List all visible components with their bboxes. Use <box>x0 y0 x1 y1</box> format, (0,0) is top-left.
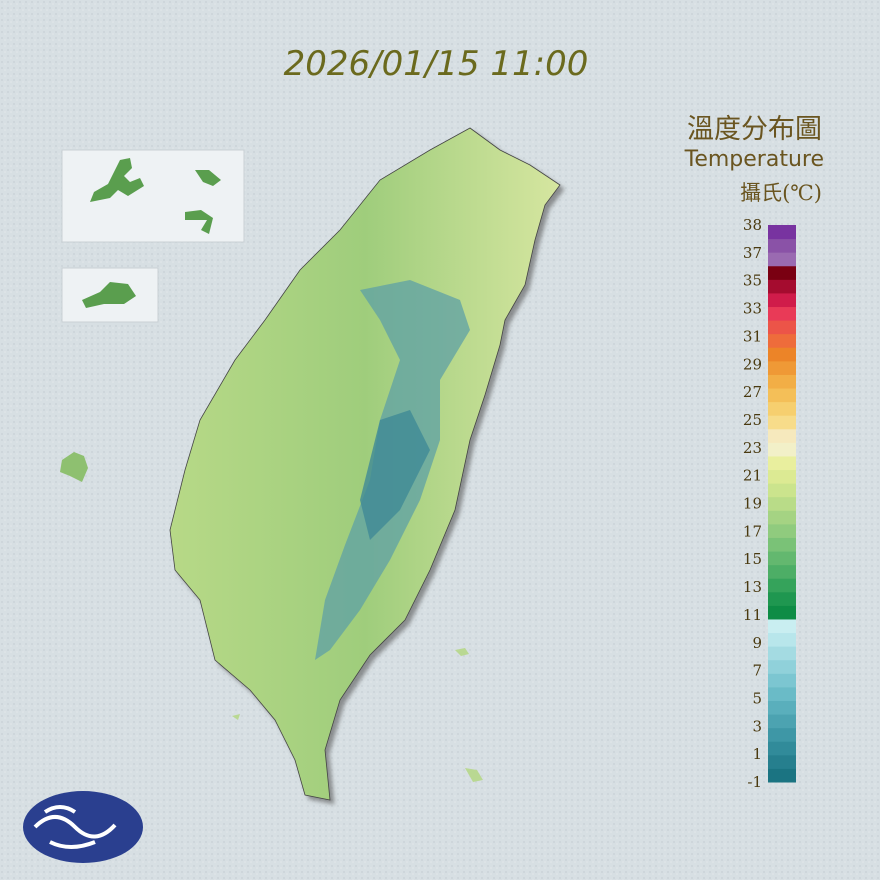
legend-swatch <box>768 279 796 294</box>
legend-swatch <box>768 551 796 566</box>
island <box>90 158 144 202</box>
legend-swatch <box>768 605 796 620</box>
legend-swatch <box>768 374 796 389</box>
legend-swatch <box>768 510 796 525</box>
legend-swatch <box>768 564 796 579</box>
legend-label: 27 <box>743 383 762 401</box>
island <box>82 282 136 308</box>
penghu <box>60 452 88 482</box>
legend-swatch <box>768 225 796 240</box>
legend-swatch <box>768 388 796 403</box>
legend-swatch <box>768 483 796 498</box>
legend-swatch <box>768 727 796 742</box>
island-outline <box>169 127 561 801</box>
legend-swatch <box>768 646 796 661</box>
legend-swatch <box>768 428 796 443</box>
legend-swatch <box>768 265 796 280</box>
legend-swatch <box>768 632 796 647</box>
legend-label: 19 <box>743 495 762 513</box>
legend-label: 3 <box>752 717 762 735</box>
high-peaks <box>360 410 430 540</box>
legend-label: 31 <box>743 327 762 345</box>
legend-swatch <box>768 741 796 756</box>
legend-label: 7 <box>752 662 762 680</box>
legend-swatch <box>768 415 796 430</box>
logo-disc <box>23 791 143 863</box>
legend-swatch <box>768 537 796 552</box>
legend-label: 13 <box>743 578 762 596</box>
legend-label: 9 <box>752 634 762 652</box>
legend-swatch <box>768 496 796 511</box>
legend-swatch <box>768 306 796 321</box>
legend-swatch <box>768 469 796 484</box>
legend-label: 17 <box>743 522 762 540</box>
legend-label: 21 <box>743 467 762 485</box>
legend-swatch <box>768 754 796 769</box>
legend-label: 15 <box>743 550 762 568</box>
legend-swatch <box>768 320 796 335</box>
logo <box>23 791 143 863</box>
taiwan <box>169 127 561 801</box>
legend-swatch <box>768 768 796 783</box>
legend-unit: 攝氏(℃) <box>740 181 822 205</box>
legend-label: 37 <box>743 244 762 262</box>
legend-swatch <box>768 578 796 593</box>
legend-label: 5 <box>752 689 762 707</box>
legend-swatch <box>768 401 796 416</box>
inset-islands <box>60 149 483 782</box>
timestamp: 2026/01/15 11:00 <box>284 44 589 84</box>
legend-label: 35 <box>743 272 762 290</box>
legend-swatch <box>768 442 796 457</box>
legend-swatch <box>768 455 796 471</box>
legend-subtitle: Temperature <box>684 147 824 172</box>
legend-swatch <box>768 523 796 538</box>
legend-swatch <box>768 618 796 634</box>
legend-label: 1 <box>752 745 762 763</box>
legend-swatch <box>768 333 796 348</box>
legend-swatch <box>768 659 796 674</box>
inset-box <box>61 149 245 243</box>
legend-swatch <box>768 347 796 362</box>
legend-swatch <box>768 686 796 701</box>
legend-swatch <box>768 238 796 253</box>
legend-label: 29 <box>743 355 762 373</box>
legend-swatch <box>768 252 796 267</box>
legend-label: 25 <box>743 411 762 429</box>
legend-label: 23 <box>743 439 762 457</box>
legend-swatch <box>768 360 796 375</box>
legend-swatch <box>768 700 796 715</box>
logo-waves <box>33 805 117 849</box>
legend-title: 溫度分布圖 <box>687 114 822 145</box>
legend-swatch <box>768 714 796 729</box>
legend-label: 38 <box>743 216 762 234</box>
island <box>185 170 221 234</box>
legend-swatch <box>768 591 796 606</box>
legend-swatch <box>768 292 796 308</box>
legend-label: 33 <box>743 300 762 318</box>
legend-label: 11 <box>743 606 762 624</box>
legend-label: -1 <box>747 773 762 791</box>
legend-swatch <box>768 673 796 688</box>
